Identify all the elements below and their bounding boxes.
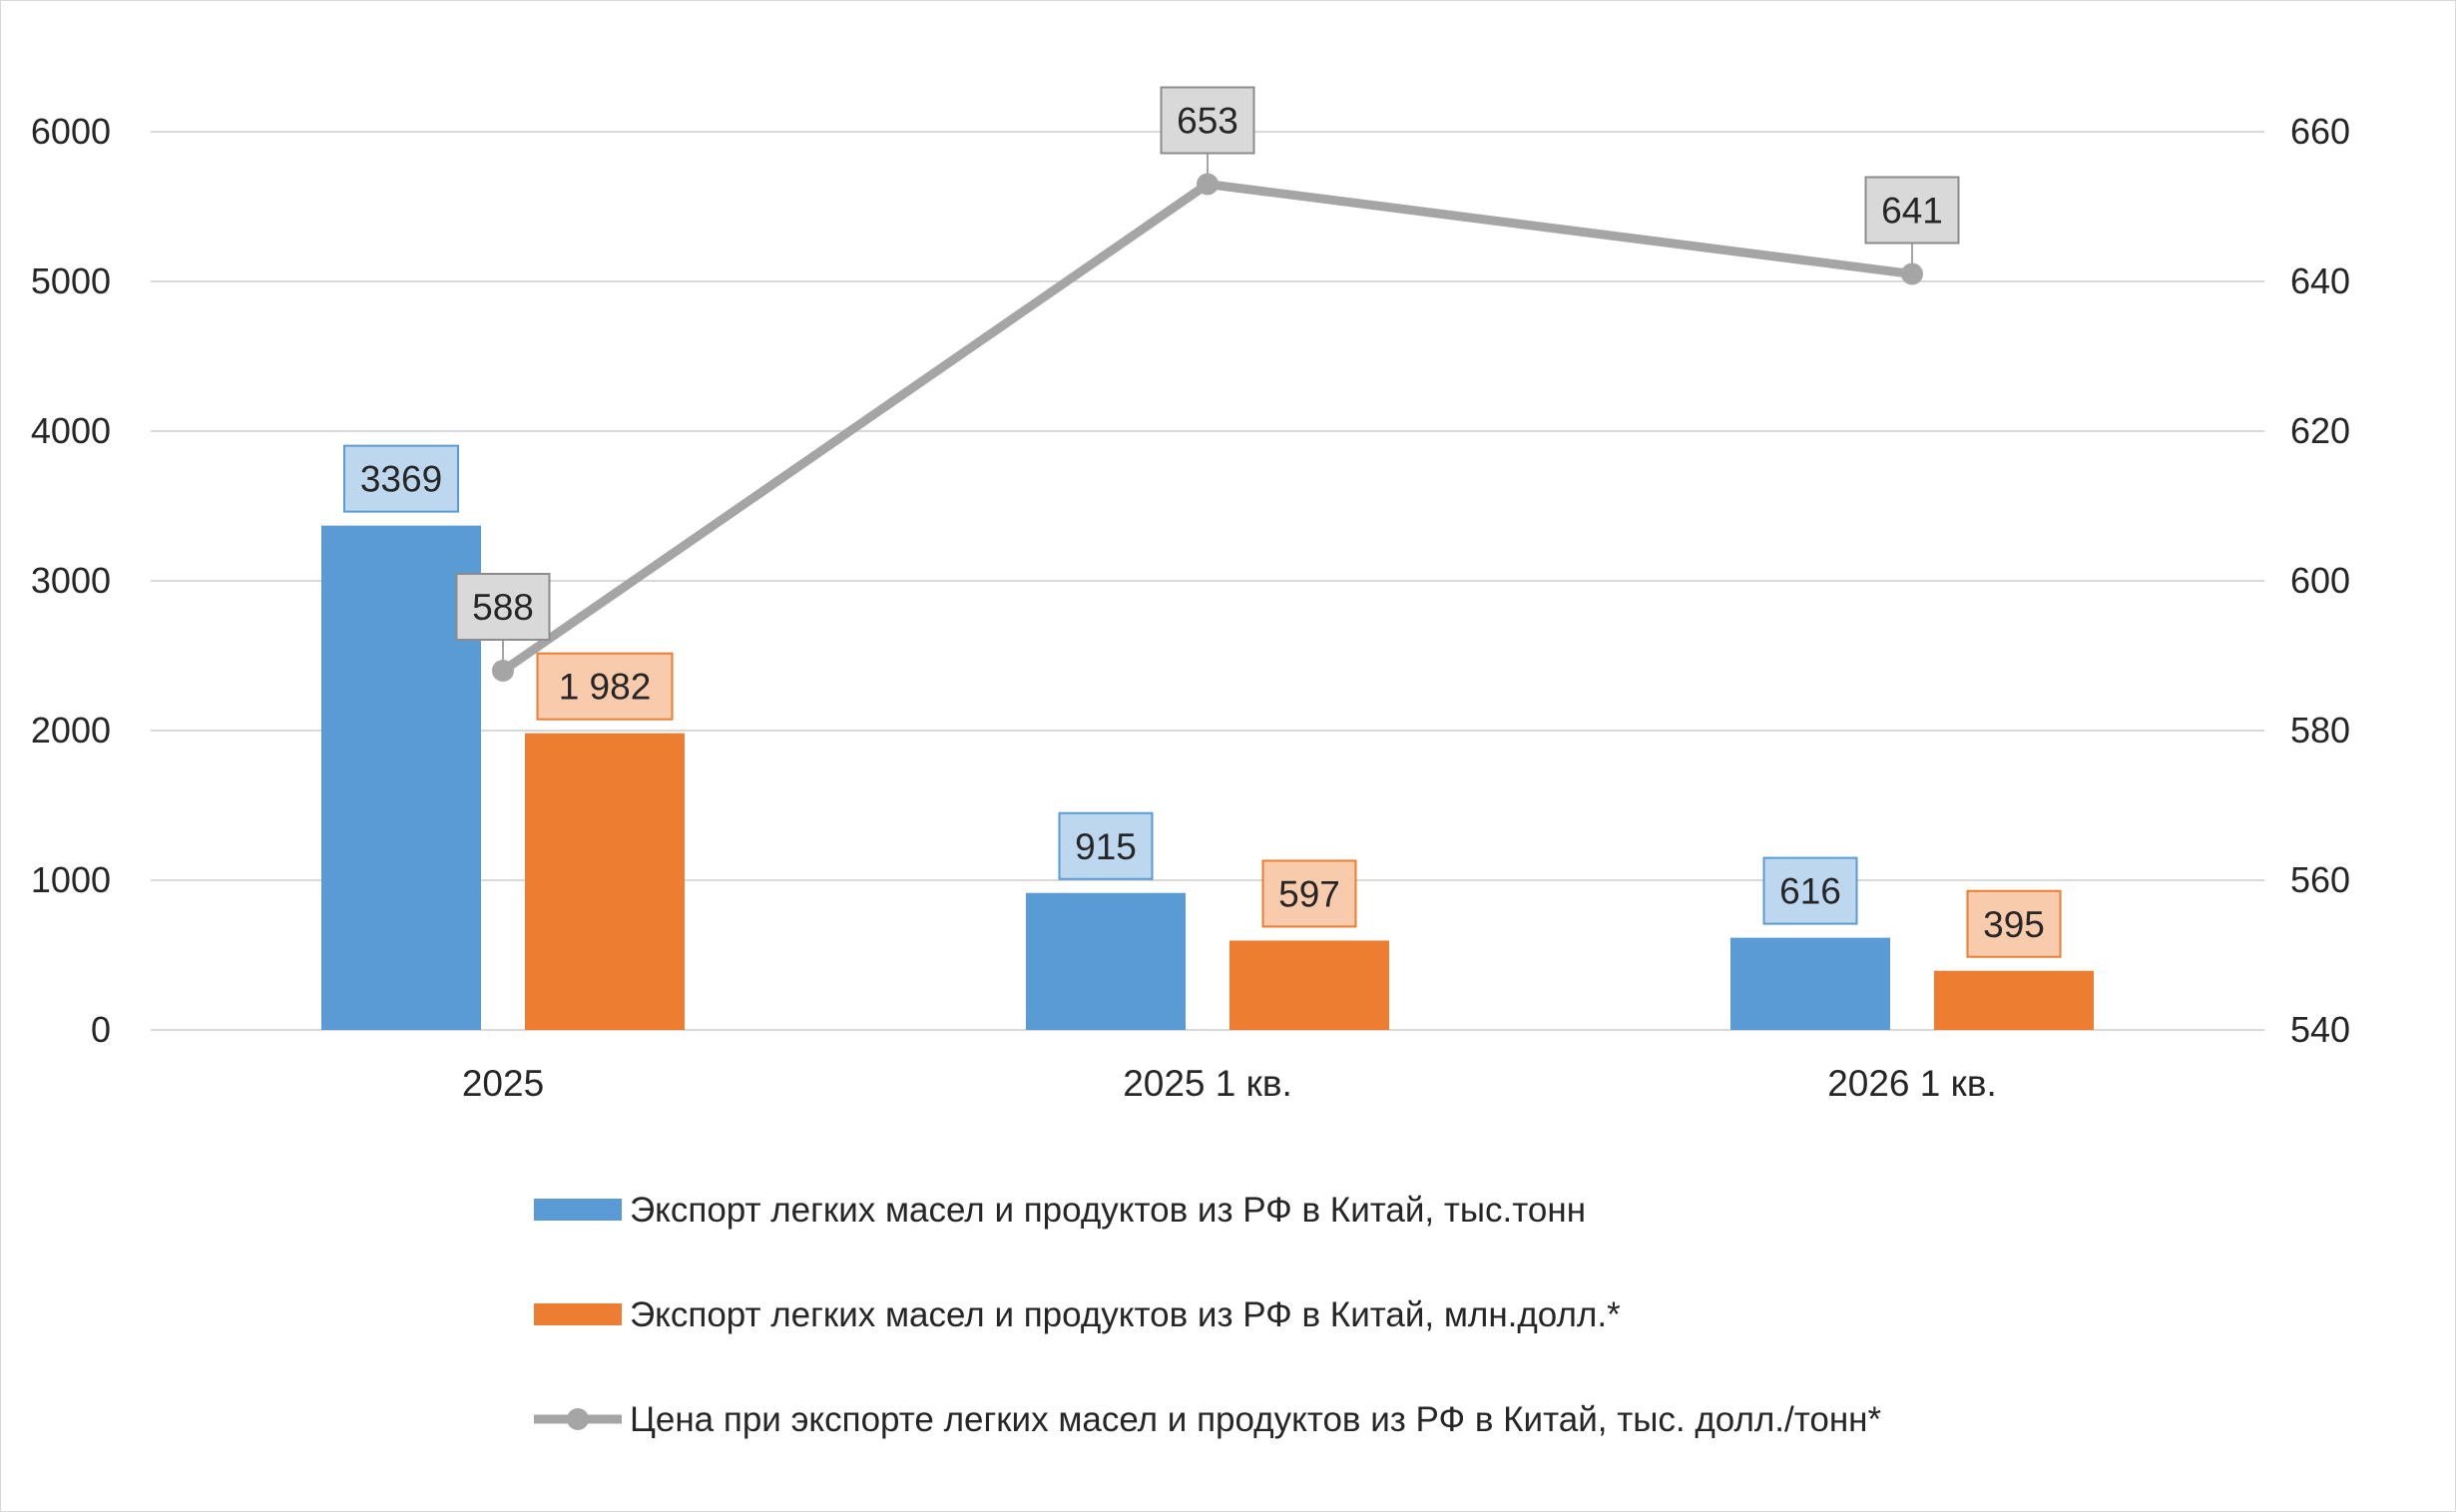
legend-item: Экспорт легких масел и продуктов из РФ в… (534, 1191, 1586, 1230)
price-line-path (500, 180, 1913, 675)
data-label-value: 395 (1966, 889, 2062, 958)
data-label-box (455, 573, 551, 641)
data-label-text: 616 (1779, 871, 1841, 912)
data-label-text: 653 (1177, 101, 1238, 142)
right-tick-label: 600 (2290, 560, 2350, 601)
legend-marker (567, 1408, 589, 1430)
left-tick-label: 0 (91, 1009, 111, 1050)
legend-item: Экспорт легких масел и продуктов из РФ в… (534, 1295, 1621, 1334)
bar-value (1229, 940, 1389, 1030)
price-point (492, 660, 514, 682)
data-label-box (1058, 811, 1154, 880)
bar-value (1934, 970, 2094, 1030)
legend: Экспорт легких масел и продуктов из РФ в… (534, 1191, 1882, 1439)
data-label-text: 1 982 (559, 667, 652, 708)
category-labels: 2025 2025 1 кв. 2026 1 кв. (462, 1063, 1997, 1104)
price-point (1901, 262, 1923, 285)
bars (321, 525, 2094, 1030)
legend-swatch (534, 1199, 622, 1221)
data-label-volume: 915 (1058, 811, 1154, 880)
bar-volume (1026, 892, 1186, 1030)
left-tick-label: 5000 (31, 260, 111, 301)
right-tick-label: 660 (2290, 111, 2350, 152)
bar-volume (1730, 937, 1890, 1030)
category-label: 2025 (462, 1063, 544, 1104)
right-tick-label: 560 (2290, 859, 2350, 900)
legend-item: Цена при экспорте легких масел и продукт… (534, 1400, 1882, 1439)
data-labels: 3369 915 616 1 982 597 395 588 653 641 (343, 86, 2062, 958)
data-label-box (1261, 859, 1357, 928)
right-tick-label: 620 (2290, 410, 2350, 451)
legend-label: Цена при экспорте легких масел и продукт… (630, 1400, 1882, 1439)
right-axis-ticks: 540 560 580 600 620 640 660 (2290, 111, 2350, 1050)
data-label-text: 915 (1075, 826, 1137, 867)
left-tick-label: 1000 (31, 859, 111, 900)
price-line (492, 173, 1923, 682)
data-label-text: 588 (472, 587, 534, 628)
data-label-volume: 3369 (343, 444, 459, 513)
bar-volume (321, 525, 481, 1030)
bar-value (525, 733, 685, 1030)
left-tick-label: 2000 (31, 710, 111, 751)
price-point (1197, 173, 1219, 196)
category-label: 2025 1 кв. (1123, 1063, 1292, 1104)
left-tick-label: 3000 (31, 560, 111, 601)
data-label-price: 641 (1864, 176, 1960, 245)
legend-label: Экспорт легких масел и продуктов из РФ в… (630, 1191, 1586, 1230)
data-label-value: 1 982 (536, 652, 674, 721)
left-tick-label: 6000 (31, 111, 111, 152)
category-label: 2026 1 кв. (1827, 1063, 1997, 1104)
right-tick-label: 580 (2290, 710, 2350, 751)
data-label-box (1966, 889, 2062, 958)
right-tick-label: 640 (2290, 260, 2350, 301)
data-label-price: 588 (455, 573, 551, 641)
data-label-value: 597 (1261, 859, 1357, 928)
data-label-text: 641 (1881, 191, 1943, 232)
data-label-box (1864, 176, 1960, 245)
data-label-volume: 616 (1762, 856, 1858, 925)
data-label-box (1160, 86, 1255, 155)
data-label-box (536, 652, 674, 721)
legend-label: Экспорт легких масел и продуктов из РФ в… (630, 1295, 1621, 1334)
data-label-price: 653 (1160, 86, 1255, 155)
data-label-box (343, 444, 459, 513)
right-tick-label: 540 (2290, 1009, 2350, 1050)
data-label-text: 395 (1983, 904, 2045, 945)
left-axis-ticks: 0 1000 2000 3000 4000 5000 6000 (31, 111, 111, 1050)
data-label-text: 597 (1278, 873, 1340, 914)
legend-swatch (534, 1303, 622, 1325)
data-label-box (1762, 856, 1858, 925)
left-tick-label: 4000 (31, 410, 111, 451)
data-label-text: 3369 (360, 459, 442, 500)
